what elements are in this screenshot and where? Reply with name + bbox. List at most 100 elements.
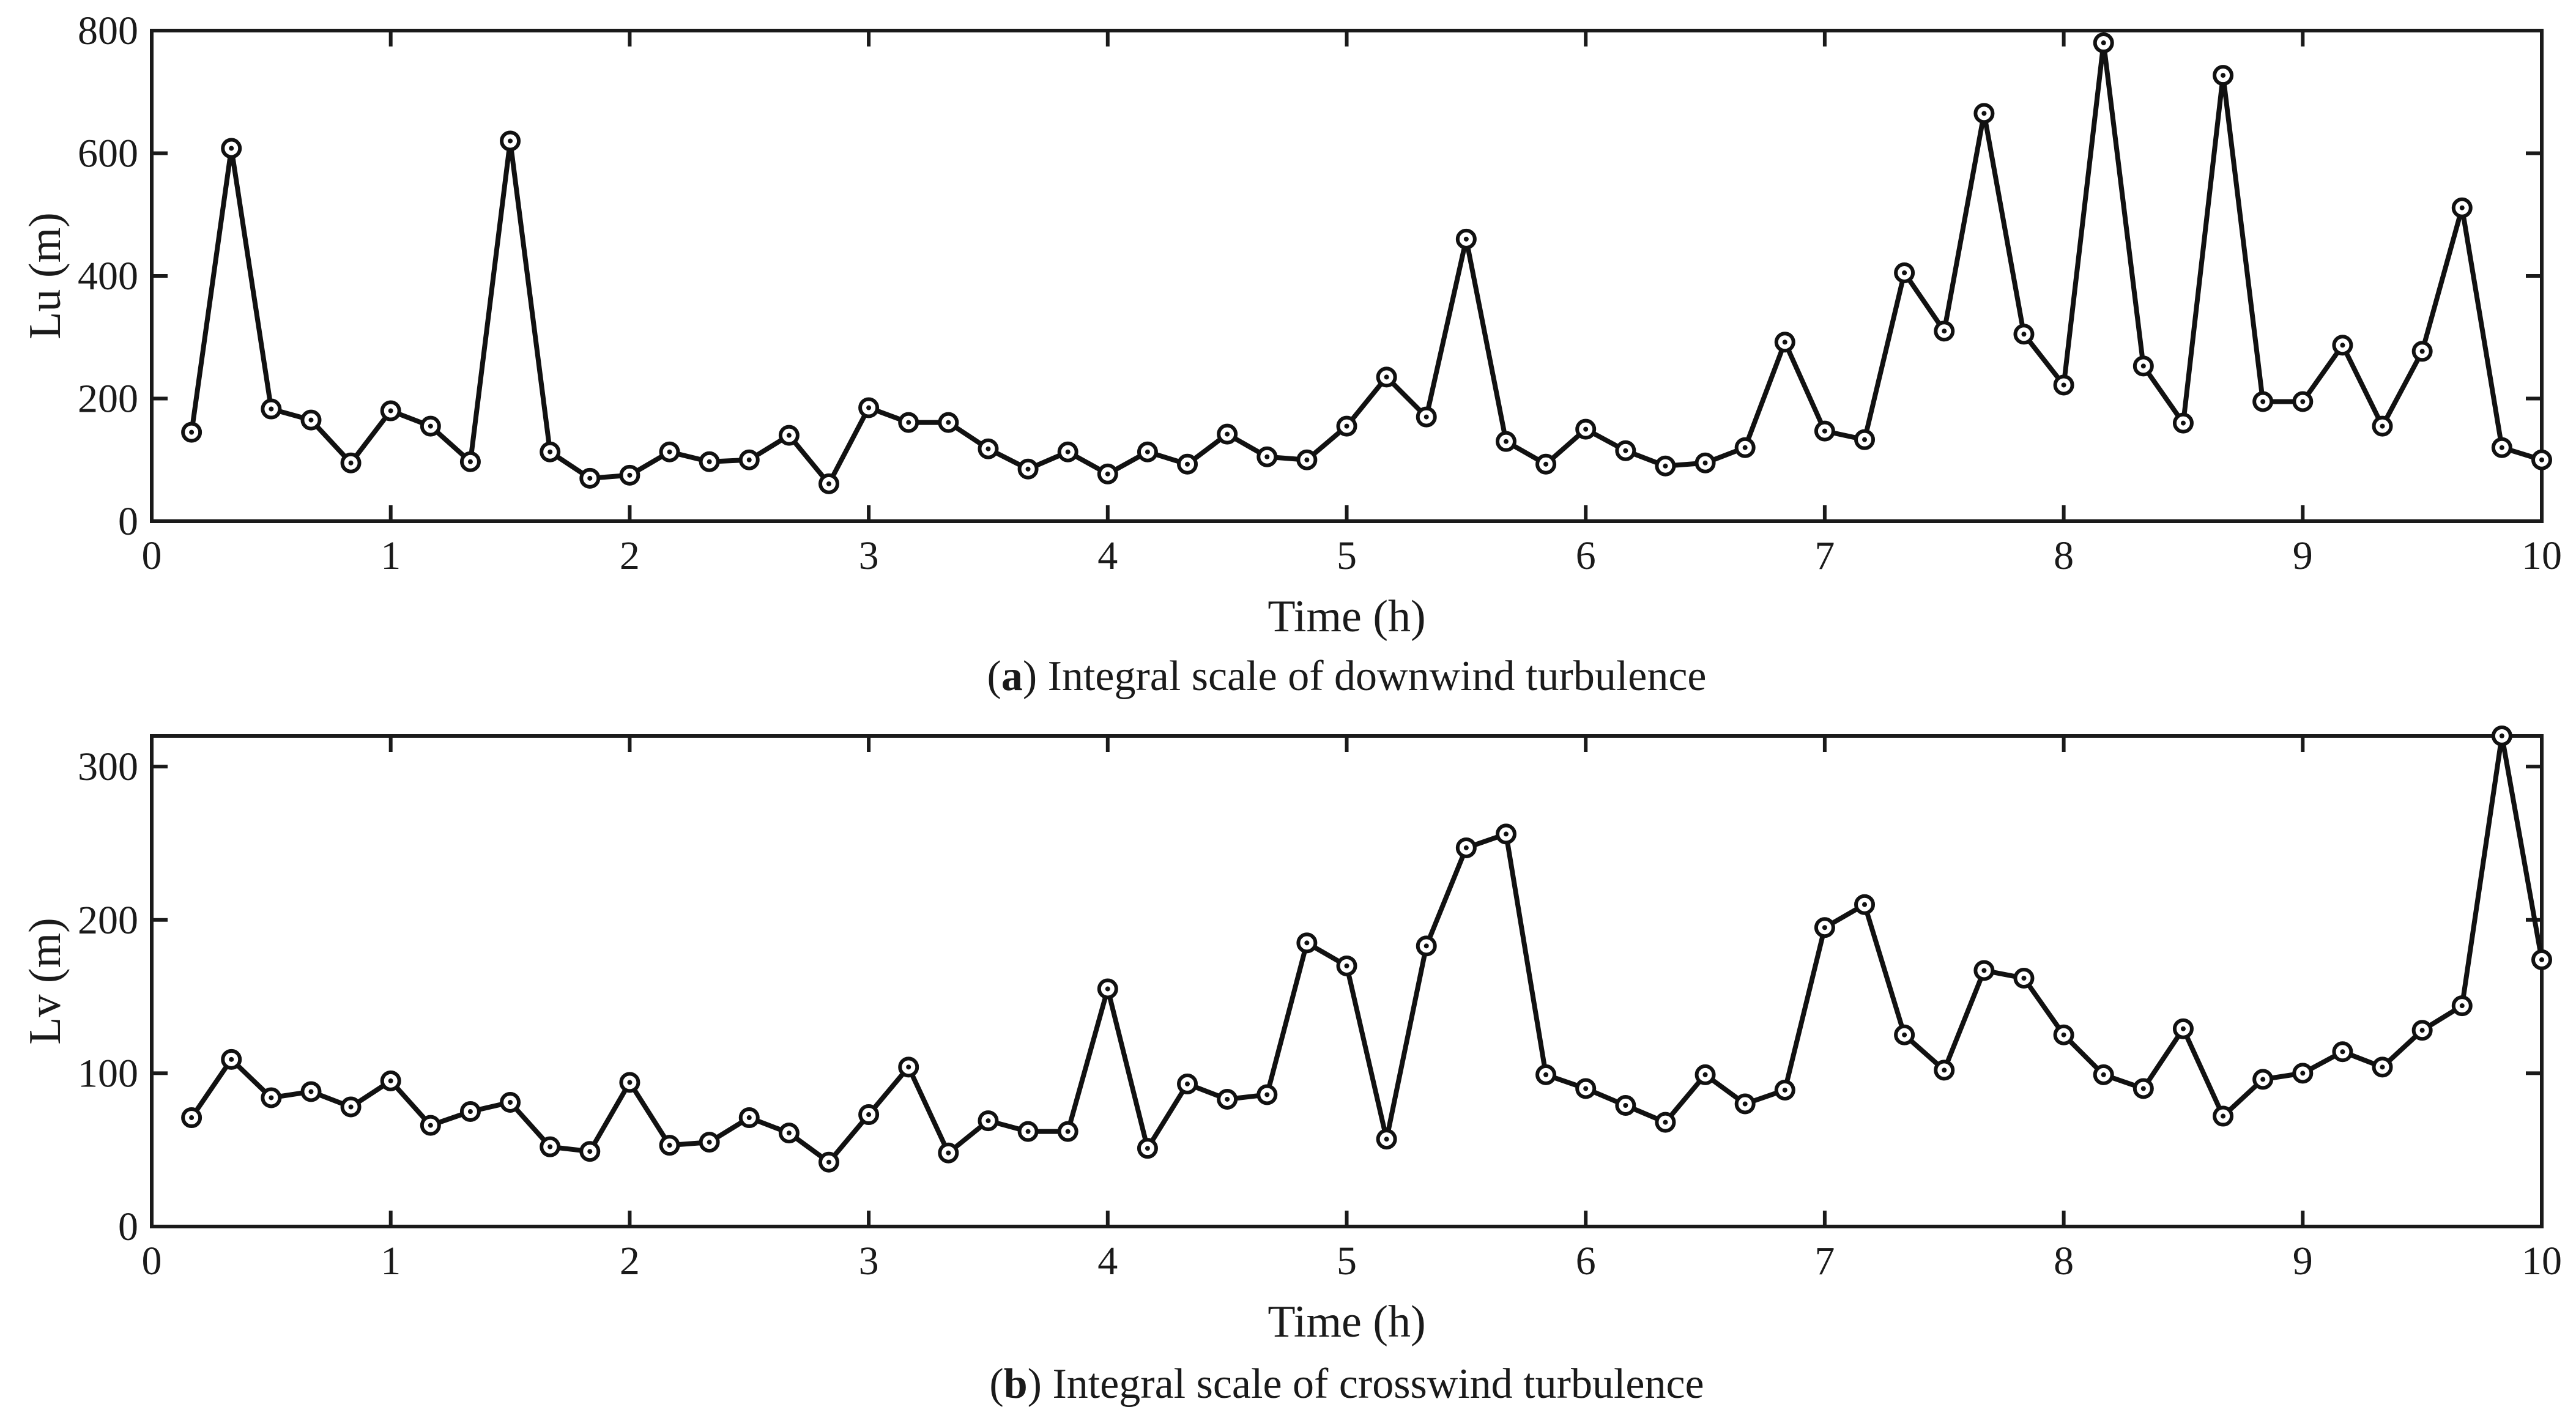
data-point-dot-lu — [1862, 437, 1868, 442]
data-point-dot-lv — [2499, 733, 2504, 738]
data-point-dot-lv — [1663, 1119, 1668, 1125]
data-point-dot-lu — [1105, 471, 1110, 477]
data-point-dot-lv — [2221, 1113, 2226, 1119]
data-point-dot-lv — [2101, 1072, 2106, 1077]
data-point-dot-lv — [746, 1115, 752, 1121]
data-point-dot-lu — [508, 138, 513, 144]
data-point-dot-lu — [1782, 340, 1787, 345]
data-point-dot-lu — [189, 429, 195, 435]
caption-paren-close: ) — [1028, 1360, 1053, 1408]
data-point-dot-lu — [2419, 349, 2425, 354]
data-point-dot-lv — [2260, 1077, 2266, 1082]
x-tick-label-b: 5 — [1337, 1239, 1357, 1283]
caption-text-b: Integral scale of crosswind turbulence — [1052, 1360, 1704, 1408]
x-tick-label-b: 6 — [1576, 1239, 1596, 1283]
data-point-dot-lu — [229, 146, 234, 151]
y-tick-label-b: 100 — [78, 1051, 138, 1096]
data-point-dot-lv — [308, 1089, 314, 1094]
data-point-dot-lu — [786, 432, 792, 438]
data-point-dot-lu — [2340, 343, 2345, 348]
x-axis-label-a: Time (h) — [1268, 592, 1425, 642]
x-tick-label-b: 7 — [1814, 1239, 1835, 1283]
data-point-dot-lv — [2419, 1028, 2425, 1033]
data-point-dot-lu — [1543, 461, 1549, 467]
data-point-dot-lv — [508, 1099, 513, 1105]
data-point-dot-lv — [1225, 1096, 1230, 1102]
data-point-dot-lv — [826, 1159, 831, 1165]
caption-text-a: Integral scale of downwind turbulence — [1048, 653, 1707, 700]
data-point-dot-lu — [428, 423, 433, 429]
x-tick-label-b: 10 — [2522, 1239, 2562, 1283]
data-point-dot-lu — [1583, 426, 1589, 432]
data-point-dot-lv — [1782, 1087, 1787, 1093]
x-tick-label-a: 6 — [1576, 533, 1596, 578]
data-point-dot-lu — [1663, 463, 1668, 469]
data-point-dot-lv — [1304, 940, 1310, 946]
series-line-lv — [189, 733, 2544, 1165]
data-point-dot-lv — [985, 1118, 991, 1124]
x-axis-label-b: Time (h) — [1268, 1297, 1425, 1347]
data-point-dot-lv — [1185, 1081, 1190, 1086]
data-point-dot-lv — [2459, 1003, 2465, 1009]
data-point-dot-lu — [1185, 461, 1190, 467]
data-point-dot-lv — [2140, 1086, 2146, 1091]
plot-frame-a — [150, 29, 2544, 523]
data-point-dot-lv — [1344, 963, 1349, 968]
x-tick-label-b: 1 — [380, 1239, 401, 1283]
data-point-dot-lu — [667, 449, 672, 455]
data-point-dot-lv — [547, 1144, 553, 1149]
x-tick-label-a: 5 — [1337, 533, 1357, 578]
data-point-dot-lu — [2499, 445, 2504, 450]
data-point-dot-lv — [1742, 1101, 1748, 1107]
data-point-dot-lu — [1902, 270, 1907, 275]
data-point-dot-lv — [2380, 1064, 2385, 1070]
data-point-dot-lu — [985, 446, 991, 451]
caption-a: (a) Integral scale of downwind turbulenc… — [987, 653, 1707, 700]
x-tick-label-a: 1 — [380, 533, 401, 578]
data-point-dot-lu — [946, 420, 951, 425]
data-point-dot-lu — [1225, 431, 1230, 437]
data-point-dot-lv — [2021, 975, 2027, 981]
data-point-dot-lu — [269, 406, 274, 412]
caption-letter-b: b — [1004, 1360, 1028, 1408]
data-point-dot-lu — [746, 457, 752, 462]
data-point-dot-lv — [1981, 968, 1987, 973]
data-point-dot-lv — [1264, 1092, 1270, 1097]
y-tick-label-a: 600 — [78, 132, 138, 176]
data-point-dot-lu — [1304, 457, 1310, 462]
data-point-dot-lu — [2539, 457, 2544, 462]
data-point-dot-lv — [1463, 845, 1469, 850]
data-point-dot-lu — [1145, 449, 1150, 455]
y-tick-label-b: 200 — [78, 898, 138, 943]
y-tick-label-b: 300 — [78, 744, 138, 789]
data-point-dot-lv — [1145, 1146, 1150, 1151]
data-point-dot-lv — [1702, 1072, 1708, 1077]
data-point-dot-lu — [1423, 414, 1429, 420]
data-point-dot-lv — [2061, 1032, 2066, 1038]
data-point-dot-lv — [1902, 1032, 1907, 1038]
data-point-dot-lu — [2221, 73, 2226, 78]
data-point-dot-lu — [587, 475, 593, 481]
data-point-dot-lu — [467, 459, 473, 464]
data-point-dot-lu — [1503, 439, 1509, 444]
data-point-dot-lu — [308, 417, 314, 423]
data-point-dot-lu — [2101, 40, 2106, 46]
data-point-dot-lv — [1065, 1129, 1071, 1134]
data-point-dot-lu — [826, 481, 831, 486]
data-point-dot-lu — [2260, 399, 2266, 404]
x-tick-label-b: 2 — [620, 1239, 640, 1283]
data-point-dot-lu — [866, 405, 872, 410]
data-point-dot-lv — [1942, 1067, 1947, 1073]
data-point-dot-lv — [229, 1056, 234, 1062]
data-point-dot-lu — [2459, 205, 2465, 210]
data-point-dot-lu — [2180, 420, 2186, 426]
data-point-dot-lv — [1822, 925, 1827, 930]
data-point-dot-lu — [1344, 423, 1349, 429]
data-point-dot-lv — [348, 1104, 354, 1110]
chart-panel-a: 0 1 2 3 4 5 6 7 8 9 10 0 200 400 600 800 Time (h) Lu (m) (… — [20, 9, 2562, 700]
data-point-dot-lu — [348, 460, 354, 466]
x-tick-label-b: 8 — [2054, 1239, 2074, 1283]
data-point-dot-lv — [1623, 1103, 1628, 1108]
data-point-dot-lu — [627, 472, 633, 478]
